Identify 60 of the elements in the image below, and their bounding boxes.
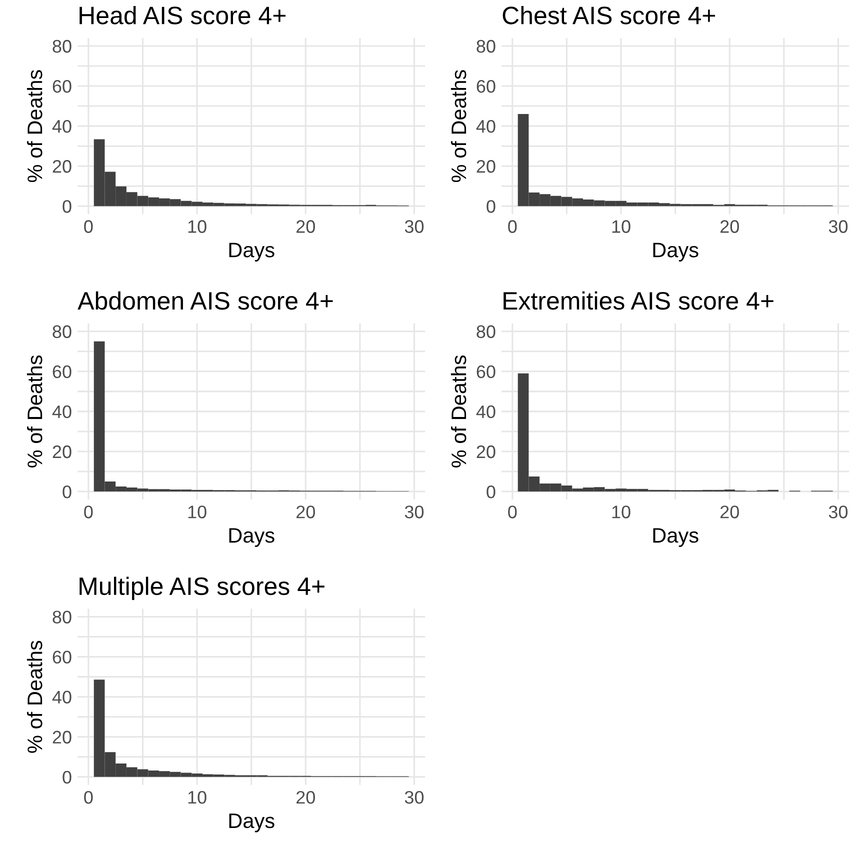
x-tick-label: 10 bbox=[188, 790, 206, 804]
y-tick-label: 40 bbox=[52, 120, 72, 133]
y-axis-title: % of Deaths bbox=[26, 70, 42, 182]
y-tick-label: 80 bbox=[52, 40, 72, 53]
y-tick-label: 0 bbox=[486, 200, 496, 213]
x-tick-label: 30 bbox=[828, 506, 848, 518]
y-tick-label: 60 bbox=[52, 365, 72, 378]
x-tick-label: 20 bbox=[296, 220, 315, 233]
y-tick-label: 60 bbox=[476, 80, 496, 93]
y-tick-label: 40 bbox=[52, 405, 72, 418]
x-axis-title: Days bbox=[229, 528, 274, 547]
y-tick-label: 40 bbox=[52, 690, 72, 704]
y-tick-label: 20 bbox=[52, 160, 72, 173]
x-tick-label: 20 bbox=[296, 790, 315, 804]
x-tick-label: 0 bbox=[508, 506, 517, 518]
x-axis-title: Days bbox=[653, 242, 698, 262]
chart-title: Abdomen AIS score 4+ bbox=[78, 291, 333, 310]
y-axis-title: % of Deaths bbox=[450, 355, 466, 468]
y-tick-label: 80 bbox=[476, 40, 496, 53]
y-tick-label: 20 bbox=[52, 730, 72, 744]
x-tick-label: 0 bbox=[84, 790, 93, 804]
y-tick-label: 60 bbox=[52, 80, 72, 93]
x-tick-label: 0 bbox=[84, 220, 93, 233]
y-tick-label: 0 bbox=[62, 485, 72, 498]
y-tick-label: 40 bbox=[476, 405, 496, 418]
y-tick-label: 60 bbox=[476, 365, 496, 378]
y-tick-label: 40 bbox=[476, 120, 496, 133]
chart-title: Extremities AIS score 4+ bbox=[504, 291, 774, 310]
y-tick-label: 0 bbox=[486, 485, 496, 498]
chart-title: Head AIS score 4+ bbox=[80, 6, 286, 24]
y-tick-label: 0 bbox=[62, 770, 72, 784]
x-tick-label: 0 bbox=[508, 220, 517, 233]
x-axis-title: Days bbox=[229, 242, 274, 262]
x-tick-label: 30 bbox=[404, 220, 424, 233]
y-axis-title: % of Deaths bbox=[26, 355, 42, 468]
y-tick-label: 80 bbox=[476, 325, 496, 338]
x-axis-title: Days bbox=[229, 814, 274, 832]
x-tick-label: 20 bbox=[296, 506, 315, 518]
chart-title: Multiple AIS scores 4+ bbox=[80, 576, 324, 600]
chart-title: Chest AIS score 4+ bbox=[502, 6, 716, 24]
y-tick-label: 80 bbox=[52, 610, 72, 624]
y-axis-title: % of Deaths bbox=[26, 640, 42, 753]
x-tick-label: 10 bbox=[188, 220, 206, 233]
y-tick-label: 20 bbox=[52, 445, 72, 458]
x-tick-label: 30 bbox=[404, 790, 424, 804]
x-tick-label: 0 bbox=[84, 506, 93, 518]
x-tick-label: 20 bbox=[720, 506, 739, 518]
x-tick-label: 10 bbox=[612, 220, 630, 233]
x-tick-label: 10 bbox=[612, 506, 630, 518]
y-tick-label: 20 bbox=[476, 445, 496, 458]
y-tick-label: 60 bbox=[52, 650, 72, 664]
x-tick-label: 30 bbox=[828, 220, 848, 233]
y-tick-label: 0 bbox=[62, 200, 72, 213]
x-axis-title: Days bbox=[653, 528, 698, 547]
y-axis-title: % of Deaths bbox=[450, 70, 466, 182]
y-tick-label: 80 bbox=[52, 325, 72, 338]
x-tick-label: 10 bbox=[188, 506, 206, 518]
y-tick-label: 20 bbox=[476, 160, 496, 173]
x-tick-label: 20 bbox=[720, 220, 739, 233]
x-tick-label: 30 bbox=[404, 506, 424, 518]
